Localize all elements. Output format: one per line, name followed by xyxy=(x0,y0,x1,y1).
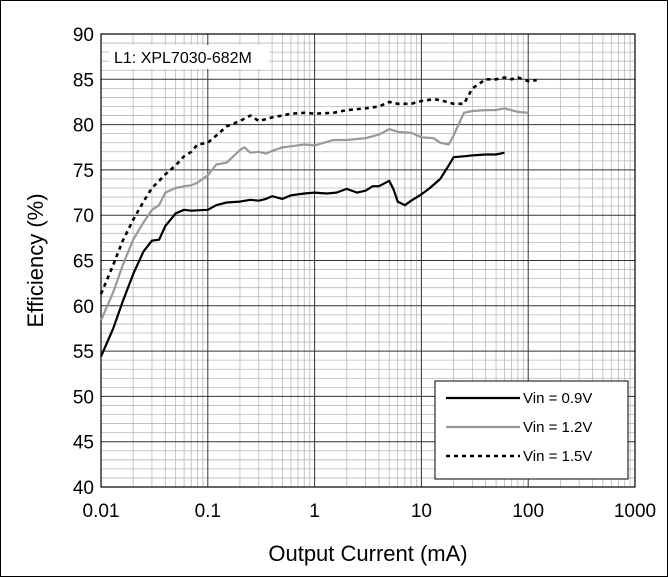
tick-label-layer: 40 45 50 55 60 65 70 75 80 85 90 0.01 0.1 1 10 100 1000 xyxy=(73,25,656,522)
legend-label-3: Vin = 1.5V xyxy=(523,448,592,465)
plot-area-border xyxy=(100,33,636,488)
y-tick-label: 45 xyxy=(73,433,94,454)
y-tick-label: 85 xyxy=(73,70,94,91)
annotation-text: L1: XPL7030-682M xyxy=(114,50,252,67)
x-tick-label: 0.01 xyxy=(83,501,120,522)
annotation-box: L1: XPL7030-682M xyxy=(109,45,269,69)
y-tick-label: 50 xyxy=(73,387,94,408)
x-tick-label: 1 xyxy=(309,501,320,522)
y-tick-label: 70 xyxy=(73,206,94,227)
y-tick-label: 55 xyxy=(73,342,94,363)
y-tick-label: 80 xyxy=(73,116,94,137)
x-axis-title: Output Current (mA) xyxy=(268,541,467,566)
series-layer xyxy=(99,76,537,357)
legend: Vin = 0.9V Vin = 1.2V Vin = 1.5V xyxy=(434,380,629,480)
y-tick-label: 60 xyxy=(73,297,94,318)
series-line-2 xyxy=(99,107,529,321)
series-line-1 xyxy=(99,151,505,357)
x-tick-label: 1000 xyxy=(614,501,656,522)
y-tick-label: 40 xyxy=(73,478,94,499)
y-tick-label: 75 xyxy=(73,161,94,182)
series-line-3 xyxy=(99,76,537,295)
y-axis-title: Efficiency (%) xyxy=(23,193,48,327)
x-tick-label: 10 xyxy=(411,501,432,522)
y-tick-label: 65 xyxy=(73,252,94,273)
annotation-background xyxy=(109,45,269,69)
x-tick-label: 100 xyxy=(512,501,544,522)
x-tick-label: 0.1 xyxy=(195,501,221,522)
legend-label-2: Vin = 1.2V xyxy=(523,419,592,436)
y-tick-label: 90 xyxy=(73,25,94,46)
legend-label-1: Vin = 0.9V xyxy=(523,390,592,407)
